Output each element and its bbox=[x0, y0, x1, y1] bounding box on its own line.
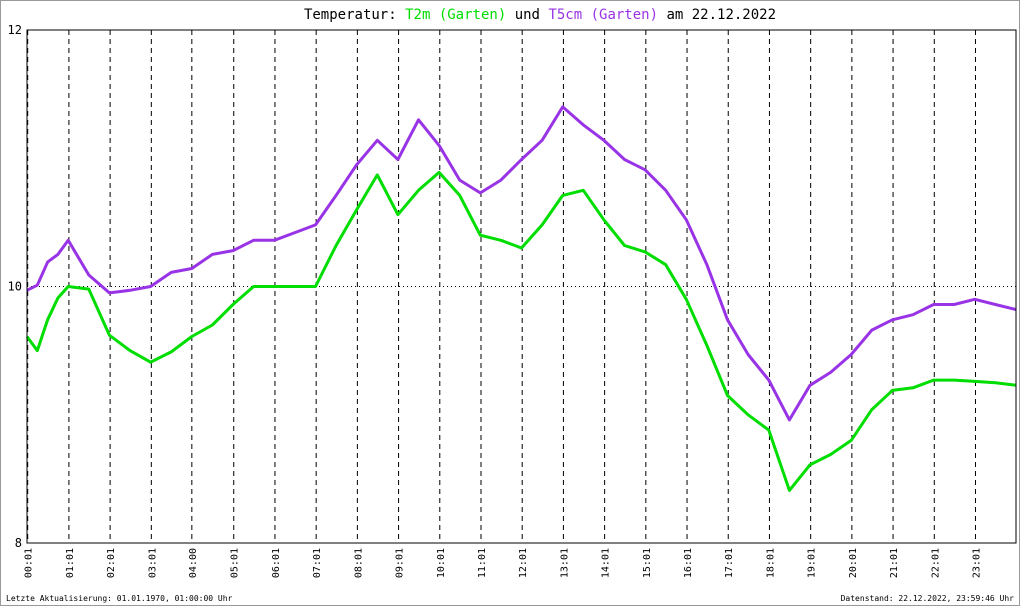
x-tick-label: 04:00 bbox=[188, 548, 199, 578]
y-tick-label: 8 bbox=[15, 536, 22, 550]
x-tick-label: 22:01 bbox=[930, 548, 941, 578]
x-tick-label: 19:01 bbox=[807, 548, 818, 578]
plot-border bbox=[26, 29, 1017, 544]
footer-left: Letzte Aktualisierung: 01.01.1970, 01:00… bbox=[6, 594, 233, 603]
y-tick-label: 10 bbox=[8, 280, 22, 294]
series-line bbox=[26, 105, 1017, 422]
footer-right: Datenstand: 22.12.2022, 23:59:46 Uhr bbox=[841, 594, 1015, 603]
chart-title: Temperatur: T2m (Garten) und T5cm (Garte… bbox=[304, 7, 776, 23]
x-tick-label: 08:01 bbox=[353, 548, 364, 578]
x-tick-label: 00:01 bbox=[24, 548, 35, 578]
legend-entry: T2m (Garten) bbox=[405, 7, 506, 23]
x-tick-label: 10:01 bbox=[436, 548, 447, 578]
series-line bbox=[25, 170, 1017, 492]
x-tick-label: 21:01 bbox=[889, 548, 900, 578]
title-prefix: Temperatur: bbox=[304, 7, 397, 23]
x-tick-label: 12:01 bbox=[518, 548, 529, 578]
x-tick-label: 06:01 bbox=[271, 548, 282, 578]
x-tick-label: 09:01 bbox=[395, 548, 406, 578]
x-tick-label: 02:01 bbox=[106, 548, 117, 578]
x-tick-label: 18:01 bbox=[765, 548, 776, 578]
x-tick-label: 11:01 bbox=[477, 548, 488, 578]
x-tick-label: 01:01 bbox=[65, 548, 76, 578]
title-joiner: und bbox=[515, 7, 540, 23]
x-tick-label: 23:01 bbox=[971, 548, 982, 578]
x-tick-label: 14:01 bbox=[601, 548, 612, 578]
y-tick-label: 12 bbox=[8, 23, 22, 37]
x-tick-label: 05:01 bbox=[230, 548, 241, 578]
title-suffix: am 22.12.2022 bbox=[666, 7, 776, 23]
x-tick-label: 13:01 bbox=[559, 548, 570, 578]
x-tick-label: 16:01 bbox=[683, 548, 694, 578]
x-tick-label: 15:01 bbox=[642, 548, 653, 578]
x-tick-label: 07:01 bbox=[312, 548, 323, 578]
x-tick-label: 03:01 bbox=[147, 548, 158, 578]
x-tick-label: 17:01 bbox=[724, 548, 735, 578]
x-tick-label: 20:01 bbox=[848, 548, 859, 578]
legend-entry: T5cm (Garten) bbox=[548, 7, 658, 23]
